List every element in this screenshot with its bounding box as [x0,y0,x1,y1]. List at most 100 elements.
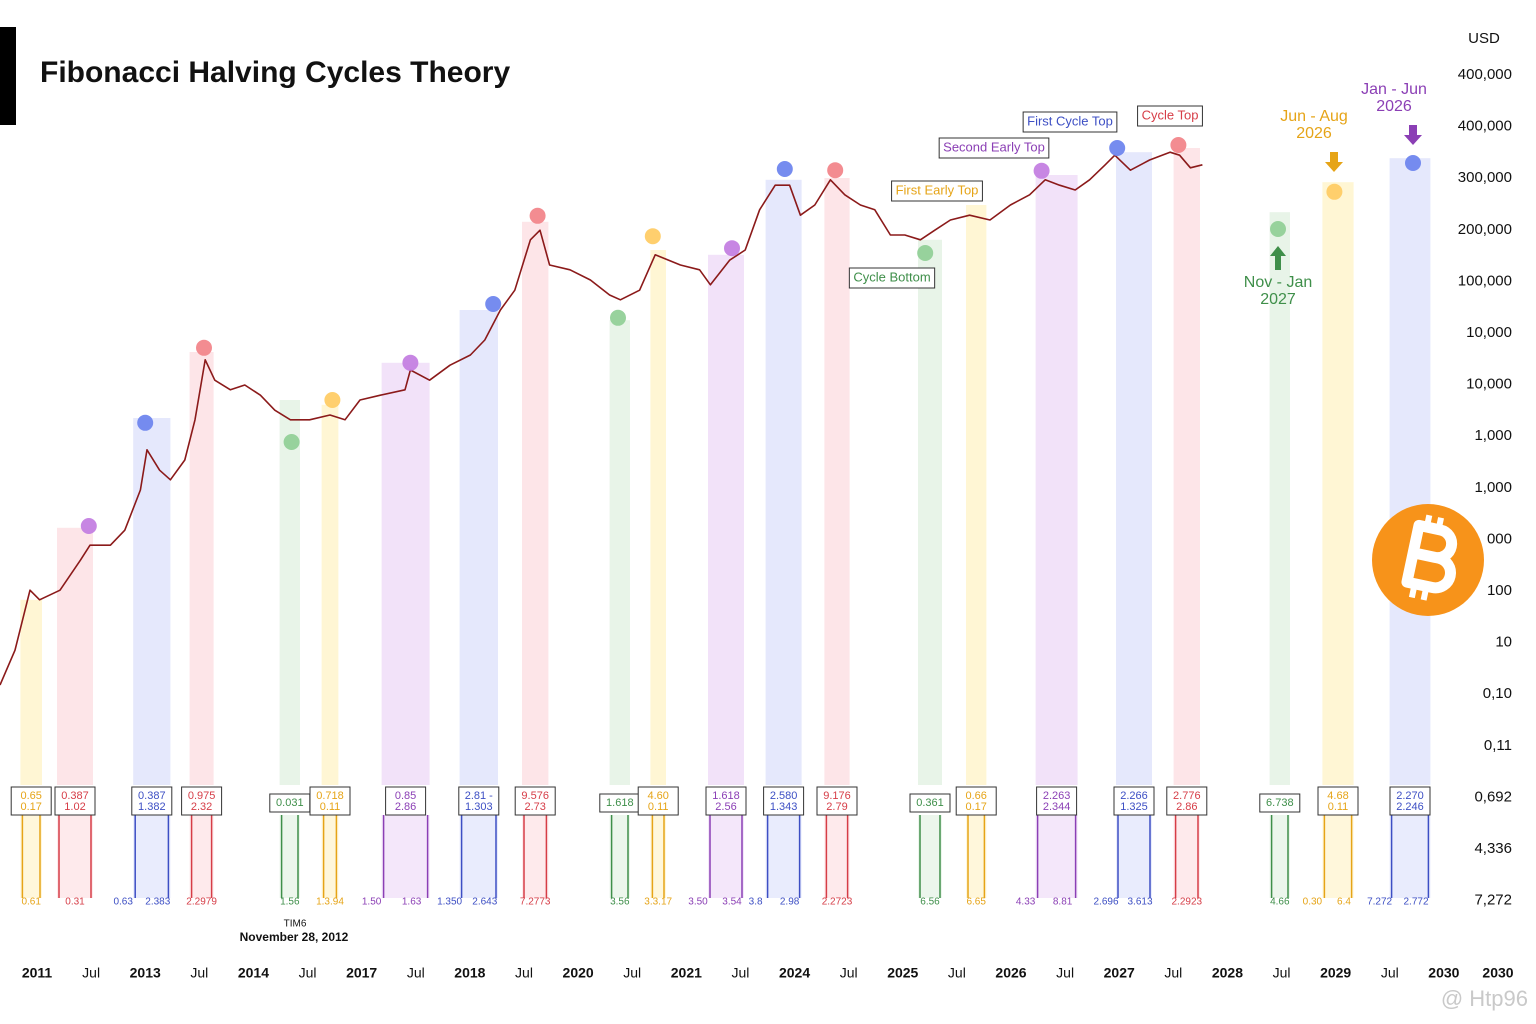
plot: First Cycle Top Cycle Top Second Early Top… [0,81,1427,686]
ratio-label: 0.66 [965,790,986,802]
bottom-label: 2.2979 [186,897,217,908]
ratio-label: 1.02 [64,801,85,813]
x-tick-label: Jul [623,965,641,981]
band-lower [1173,815,1200,898]
ratio-box [1036,786,1078,816]
logo-glyph-bars [1408,514,1444,601]
cycle-band [20,599,42,785]
x-tick-label: Jul [1381,965,1399,981]
ratio-box [458,786,500,816]
ratio-label: 9.176 [823,790,851,802]
cycle-dot [529,207,546,224]
ratio-label: 0.718 [316,790,344,802]
band-lower [1035,815,1078,898]
y-tick-label: 0,11 [1484,737,1512,754]
ratio-label: 2.246 [1396,801,1424,813]
band-lower [20,815,42,898]
cycle-band [133,418,171,785]
ratio-box [637,786,679,816]
ratio-box [514,786,556,816]
bottom-label: 0.30 [1303,897,1323,908]
ratio-label: 0.85 [395,790,416,802]
x-tick-label: 2020 [563,965,594,981]
ratio-box [763,786,805,816]
ratio-label: 1.343 [770,801,798,813]
band-lower [918,815,942,898]
y-tick-label: 1,000 [1474,427,1512,444]
band-lower [966,815,987,898]
ratio-box [131,786,173,816]
bottom-label: 6.65 [966,897,986,908]
band-lower [321,815,339,898]
cycle-band [1389,158,1431,785]
cycle-band [966,205,987,785]
annotation-box [1022,111,1118,133]
x-tick-label: 2024 [779,965,810,981]
bottom-label: 2.772 [1403,897,1428,908]
x-tick-label: 2021 [671,965,702,981]
ratio-label: 2.270 [1396,790,1424,802]
bottom-label: 3.56 [610,897,630,908]
cycle-dot [827,162,844,179]
watermark: @ Htp96 [1441,986,1528,1011]
bottom-label: 3.3.17 [644,897,672,908]
ratio-label: 0.11 [648,801,669,813]
ratio-label: 1.325 [1120,801,1148,813]
y-tick-label: 1,000 [1474,479,1512,496]
bottom-label: 0.63 [113,897,133,908]
ratio-label: 0.387 [138,790,166,802]
cycle-band [321,404,339,785]
forecast-arrow [1404,125,1422,145]
cycle-dot [1170,137,1187,153]
ratio-label: 1.618 [606,797,634,809]
bottom-label: 1.3.94 [316,897,344,908]
bottom-label: 6.56 [920,897,940,908]
ratio-label: 2.73 [524,801,545,813]
ratio-label: 0.65 [20,790,41,802]
ratio-label: 4.68 [1327,790,1348,802]
x-tick-label: 2017 [346,965,377,981]
y-tick-label: 400,000 [1458,118,1512,135]
x-tick-label: Jul [515,965,533,981]
ratio-label: 2.266 [1120,790,1148,802]
band-lower [824,815,850,898]
x-tick-label: Jul [190,965,208,981]
ratio-label: 2.344 [1043,801,1071,813]
annotation-box [938,137,1050,159]
ratio-box [1259,793,1301,813]
cycle-band [1035,175,1078,785]
y-tick-label: 10 [1495,634,1512,651]
band-lower [1116,815,1152,898]
cycle-dot [610,309,626,326]
ratio-label: 1.618 [712,790,740,802]
bottom-label: 2.383 [145,897,170,908]
footnote: TIM6 [284,919,307,930]
cycle-band [1269,212,1290,785]
bottom-label: 3.54 [722,897,742,908]
bottom-label: 2.643 [472,897,497,908]
x-tick-label: 2027 [1104,965,1135,981]
ratio-label: 2.81 - [465,790,493,802]
band-lower [708,815,744,898]
x-tick-label: Jul [1164,965,1182,981]
x-tick-label: 2030 [1428,965,1459,981]
price-line [0,151,1203,686]
cycle-dot [1033,162,1050,179]
bottom-label: 1.50 [362,897,382,908]
forecast-arrow [1270,246,1286,270]
ratio-label: 2.86 [395,801,416,813]
cycle-dot [917,245,934,261]
band-lower [1322,815,1354,898]
cycle-band [381,362,430,785]
cycle-dot [724,240,740,257]
footnote: November 28, 2012 [240,930,349,944]
ratio-box [181,786,223,816]
bottom-label: 4.33 [1016,897,1036,908]
x-tick-label: Jul [731,965,749,981]
ratio-box [309,786,351,816]
ratio-box [816,786,858,816]
annotation: First Cycle Top [1027,113,1113,128]
x-tick-label: Jul [407,965,425,981]
